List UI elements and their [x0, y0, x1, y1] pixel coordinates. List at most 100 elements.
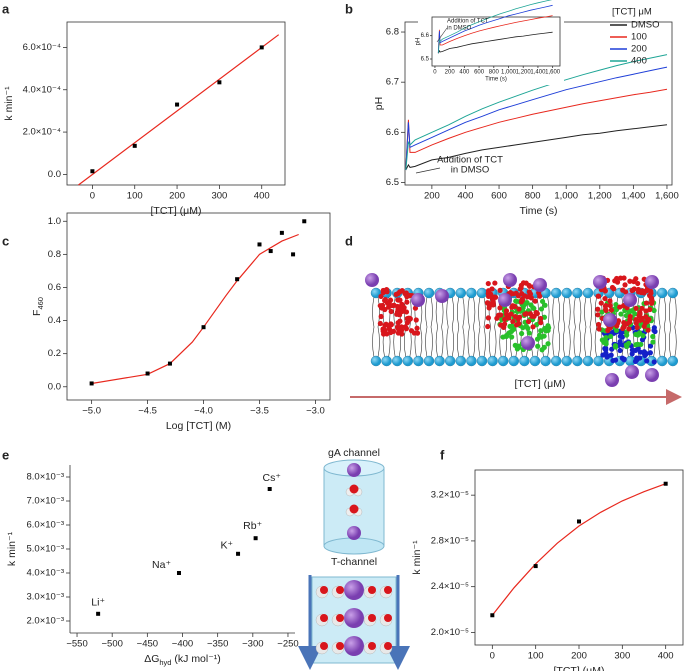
molecule-atom — [595, 306, 601, 312]
inset-series-line — [437, 31, 553, 54]
x-tick-label: −4.5 — [138, 406, 157, 417]
diagram-axis-label: [TCT] (μM) — [515, 378, 566, 390]
molecule-atom — [523, 311, 529, 317]
y-tick-label: 2.0×10⁻⁵ — [431, 627, 469, 638]
molecule-atom — [641, 323, 647, 329]
inset-annotation: in DMSO — [447, 26, 472, 32]
molecule-atom — [406, 315, 412, 321]
molecule-atom — [538, 334, 544, 340]
molecule-atom — [648, 288, 654, 294]
molecule-atom — [538, 328, 544, 334]
x-tick-label: −450 — [137, 639, 158, 650]
lipid-head — [455, 287, 466, 299]
molecule-atom — [485, 323, 491, 330]
molecule-atom — [523, 323, 529, 329]
point-label: Na⁺ — [152, 559, 171, 571]
data-point — [259, 45, 264, 50]
molecule-atom — [617, 339, 623, 345]
x-tick-label: 1,000 — [554, 191, 578, 202]
molecule-atom — [623, 289, 629, 295]
lipid-head — [445, 355, 456, 367]
lipid-head — [423, 287, 435, 299]
y-tick-label: 6.0×10⁻³ — [27, 520, 65, 531]
x-tick-label: −350 — [207, 639, 228, 650]
water-o — [368, 642, 376, 650]
x-tick-label: 1,400 — [530, 70, 546, 76]
x-tick-label: 300 — [614, 651, 630, 662]
point-label: Cs⁺ — [263, 472, 282, 484]
y-tick-label: 6.5 — [421, 57, 430, 63]
lipid-head — [551, 355, 562, 367]
molecule-atom — [526, 289, 532, 295]
legend-title: [TCT] μM — [612, 7, 652, 18]
lipid-head — [476, 355, 488, 367]
y-tick-label: 2.8×10⁻⁵ — [431, 535, 469, 546]
molecule-atom — [503, 332, 510, 339]
molecule-atom — [613, 301, 619, 308]
lipid-head — [413, 355, 424, 367]
molecule-atom — [595, 293, 602, 299]
molecule-atom — [399, 331, 405, 337]
molecule-atom — [538, 306, 545, 312]
molecule-atom — [393, 291, 399, 298]
lipid-tail — [563, 296, 571, 358]
x-axis-label: ΔGhyd (kJ mol⁻¹) — [144, 653, 221, 668]
molecule-atom — [647, 343, 654, 349]
x-axis-label-part: [TCT] (μM) — [151, 205, 202, 217]
molecule-atom — [485, 288, 492, 294]
y-tick-label: 0.0 — [48, 381, 61, 392]
ion — [593, 275, 607, 289]
lipid-head — [593, 355, 604, 367]
molecule-atom — [402, 324, 409, 330]
y-tick-label: 4.0×10⁻³ — [27, 568, 65, 579]
x-tick-label: 600 — [474, 70, 485, 76]
y-tick-label: 6.7 — [386, 77, 399, 88]
molecule-atom — [545, 341, 551, 347]
molecule-atom — [521, 293, 528, 299]
x-tick-label: 400 — [254, 191, 270, 202]
ion — [645, 275, 659, 289]
x-tick-label: 100 — [127, 191, 143, 202]
molecule-atom — [609, 346, 615, 352]
molecule-atom — [641, 290, 647, 296]
molecule-atom — [607, 302, 613, 309]
data-point — [267, 487, 272, 491]
x-tick-label: 1,000 — [501, 70, 517, 76]
molecule-atom — [637, 317, 643, 323]
data-point — [236, 551, 241, 556]
lipid-head — [582, 355, 594, 367]
molecule-atom — [634, 324, 640, 331]
molecule-atom — [413, 317, 419, 323]
molecule-atom — [622, 282, 628, 288]
y-axis-label-part: k min⁻¹ — [411, 540, 423, 575]
molecule-atom — [612, 344, 619, 350]
molecule-atom — [515, 293, 521, 299]
data-point — [302, 219, 307, 224]
panel-label: e — [2, 447, 9, 462]
molecule-atom — [596, 326, 602, 332]
lipid-tail — [488, 296, 497, 358]
molecule-atom — [621, 357, 627, 363]
x-axis-label: [TCT] (μM) — [554, 665, 605, 671]
water-o — [320, 642, 328, 650]
water-o — [336, 642, 344, 650]
x-axis-label-part: [TCT] (μM) — [554, 665, 605, 671]
lipid-head — [498, 355, 509, 367]
y-tick-label: 0.6 — [48, 282, 61, 293]
lipid-head — [466, 355, 477, 367]
ion — [533, 278, 547, 292]
x-tick-label: 0 — [90, 191, 95, 202]
x-tick-label: −5.0 — [82, 406, 101, 417]
channel-schematic: gA channel T-channel — [298, 447, 410, 670]
molecule-atom — [509, 304, 515, 310]
y-tick-label: 2.0×10⁻³ — [27, 616, 65, 627]
molecule-atom — [595, 321, 602, 328]
lipid-tail — [425, 296, 433, 358]
y-axis-label-part: k min⁻¹ — [3, 86, 15, 121]
point-label: K⁺ — [221, 540, 234, 552]
molecule-atom — [647, 293, 653, 299]
molecule-atom — [515, 316, 521, 322]
y-axis-label-part: pH — [373, 97, 385, 110]
molecule-atom — [492, 294, 498, 300]
molecule-atom — [650, 333, 656, 340]
